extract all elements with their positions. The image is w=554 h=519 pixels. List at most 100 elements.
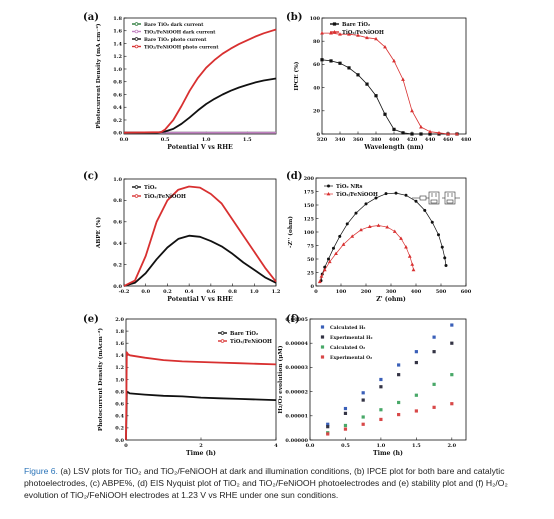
data-point <box>432 350 436 354</box>
x-tick-label: 4 <box>274 443 278 449</box>
data-point <box>392 58 396 63</box>
y-tick-label: 1.4 <box>115 353 124 359</box>
data-point <box>432 382 436 386</box>
x-axis-title: Time (h) <box>373 450 403 457</box>
y-axis-title: ABPE (%) <box>95 217 102 249</box>
y-axis-title: Photocurrent Density (mAcm⁻²) <box>97 328 104 432</box>
legend-label: Calculated H₂ <box>330 325 365 331</box>
y-tick-label: 125 <box>304 216 315 222</box>
series-3 <box>326 373 454 435</box>
data-point <box>450 341 454 345</box>
series-4 <box>326 402 454 436</box>
x-tick-label: 360 <box>353 137 364 143</box>
data-point <box>383 112 387 116</box>
legend-marker <box>320 335 325 339</box>
x-tick-label: 0.5 <box>161 137 170 143</box>
data-point <box>332 246 335 250</box>
data-point <box>437 233 440 237</box>
data-point <box>374 196 378 200</box>
panel-label: (e) <box>83 314 99 325</box>
data-point <box>379 377 383 382</box>
y-tick-label: 0.4 <box>113 241 122 247</box>
y-tick-label: 0.8 <box>115 389 124 395</box>
data-point <box>326 422 330 426</box>
panel-c: -0.2 0.0 0.2 0.4 0.6 0.8 1.0 1.20.00.20.40.60.8… <box>83 171 281 303</box>
x-axis-title: Time (h) <box>186 450 216 457</box>
series-1 <box>326 323 454 426</box>
legend-marker <box>134 44 139 49</box>
legend-label: TiO₂/FeNiOOH <box>342 30 384 36</box>
legend-entry: Bare TiO₂ <box>218 331 258 337</box>
legend-label: Experimental O₂ <box>330 355 372 361</box>
data-point <box>450 402 454 406</box>
legend-entry: Calculated H₂ <box>320 325 365 331</box>
data-point <box>432 335 436 339</box>
y-tick-label: 0.0 <box>113 131 122 137</box>
y-tick-label: 0.8 <box>113 198 122 204</box>
y-tick-label: 1.8 <box>115 329 124 335</box>
y-axis-title: H₂/O₂ evolution (μM) <box>277 345 284 413</box>
legend-marker <box>326 192 331 196</box>
data-point <box>364 202 368 206</box>
y-tick-label: 1.0 <box>113 177 122 183</box>
legend-marker <box>332 30 337 34</box>
data-point <box>326 425 330 429</box>
series-2 <box>123 185 277 287</box>
data-point <box>430 220 434 224</box>
y-tick-label: 25 <box>307 270 314 276</box>
legend-entry: TiO₂/FeNiOOH <box>218 339 272 345</box>
x-tick-label: 2.0 <box>447 443 456 449</box>
legend-marker <box>327 184 330 188</box>
y-tick-label: 1.2 <box>115 365 124 371</box>
data-point <box>374 94 378 98</box>
legend-label: Calculated O₂ <box>330 345 365 351</box>
legend-marker <box>320 355 325 359</box>
y-tick-label: 50 <box>307 257 314 263</box>
x-tick-label: 1.2 <box>272 289 281 295</box>
x-tick-label: 100 <box>336 289 347 295</box>
y-tick-label: 1.6 <box>113 29 122 35</box>
y-tick-label: 175 <box>304 189 315 195</box>
fit-line <box>320 192 447 281</box>
data-point <box>356 33 360 37</box>
data-point <box>361 398 365 402</box>
panel-f-frame <box>309 318 467 441</box>
y-tick-label: 0.4 <box>113 105 122 111</box>
figure-caption: Figure 6. (a) LSV plots for TiO₂ and TiO… <box>24 465 539 502</box>
data-point <box>385 225 390 229</box>
x-axis-title: Potential V vs RHE <box>167 144 233 151</box>
x-tick-label: -0.2 <box>119 289 130 295</box>
panel-b: 320 340 360 380 400 420 440 460 480 0 20 40 60 80 100 W… <box>286 12 472 151</box>
legend-entry: Bare TiO₂ photo current <box>132 37 207 43</box>
x-tick-label: 320 <box>317 137 328 143</box>
y-tick-label: 1.0 <box>113 67 122 73</box>
y-axis-title: -Z'' (ohm) <box>287 216 294 248</box>
data-point <box>410 108 414 113</box>
legend-marker <box>220 331 225 335</box>
data-point <box>444 263 448 267</box>
legend-label: TiO₂ NRs <box>336 184 362 190</box>
data-point <box>414 199 418 203</box>
y-tick-label: 1.6 <box>115 341 124 347</box>
panel-label: (c) <box>83 171 99 182</box>
legend-marker <box>332 22 337 26</box>
data-point <box>414 350 418 354</box>
legend-label: Bare TiO₂ <box>342 22 370 28</box>
x-tick-label: 440 <box>425 137 436 143</box>
data-point <box>397 373 401 377</box>
legend-label: TiO₂/FeNiOOH <box>336 192 378 198</box>
x-tick-label: 1.0 <box>377 443 386 449</box>
data-point <box>419 125 423 129</box>
series-line <box>123 234 277 287</box>
data-point <box>401 77 405 81</box>
x-tick-label: 300 <box>386 289 397 295</box>
data-point <box>361 422 365 426</box>
x-tick-label: 340 <box>335 137 346 143</box>
legend-entry: TiO₂/FeNiOOH <box>330 30 384 36</box>
x-tick-label: 600 <box>461 289 472 295</box>
legend-marker <box>320 345 325 349</box>
y-axis-title: IPCE (%) <box>293 61 300 90</box>
data-point <box>341 242 346 246</box>
data-point <box>450 373 454 377</box>
legend-marker <box>220 339 225 343</box>
